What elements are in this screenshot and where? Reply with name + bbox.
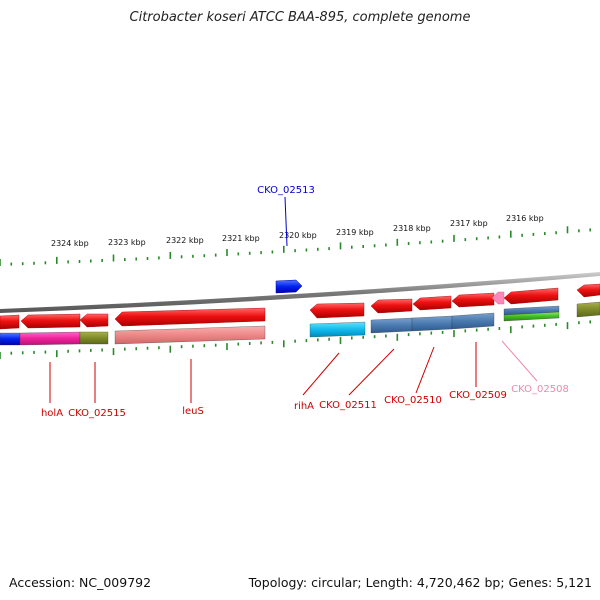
gene-label-CKO_02513[interactable]: CKO_02513	[257, 185, 315, 196]
inner-scale-ticks	[0, 320, 592, 359]
category-bar	[411, 315, 453, 332]
category-track	[0, 301, 600, 346]
cds-arrow[interactable]	[309, 302, 365, 319]
category-bar	[370, 317, 413, 334]
category-bar	[114, 325, 266, 345]
gene-label-holA[interactable]: holA	[41, 408, 63, 419]
scale-labels: 2324 kbp 2323 kbp 2322 kbp 2321 kbp 2320…	[51, 214, 544, 248]
cds-track	[0, 283, 600, 330]
gene-label-CKO_02511[interactable]: CKO_02511	[319, 400, 377, 411]
cds-arrow[interactable]	[451, 292, 495, 308]
outer-scale-ticks	[0, 226, 592, 266]
scale-label: 2317 kbp	[450, 219, 488, 228]
cds-arrow[interactable]	[20, 313, 81, 329]
cds-CKO_02513[interactable]	[275, 279, 303, 294]
gene-label-rihA[interactable]: rihA	[294, 401, 314, 412]
gene-label-leuS[interactable]: leuS	[182, 406, 204, 417]
diagram-title: Citrobacter koseri ATCC BAA-895, complet…	[129, 10, 471, 25]
scale-label: 2318 kbp	[393, 224, 431, 233]
cds-arrow[interactable]	[79, 313, 109, 328]
accession-text: Accession: NC_009792	[9, 575, 152, 590]
gene-label-CKO_02510[interactable]: CKO_02510	[384, 395, 442, 406]
cds-arrow[interactable]	[576, 283, 600, 298]
cds-arrow[interactable]	[0, 314, 20, 330]
label-leaders	[49, 196, 538, 403]
category-bar	[576, 301, 600, 318]
cds-arrow[interactable]	[114, 307, 266, 327]
scale-label: 2322 kbp	[166, 236, 204, 245]
cds-arrow[interactable]	[412, 295, 452, 311]
cds-arrow[interactable]	[503, 287, 559, 305]
scale-label: 2316 kbp	[506, 214, 544, 223]
topology-text: Topology: circular; Length: 4,720,462 bp…	[248, 575, 592, 590]
category-bar	[451, 312, 495, 330]
gene-labels: holA CKO_02515 leuS rihA CKO_02511 CKO_0…	[41, 185, 569, 419]
scale-label: 2319 kbp	[336, 228, 374, 237]
cds-CKO_02508[interactable]	[491, 291, 505, 305]
scale-label: 2323 kbp	[108, 238, 146, 247]
gene-label-CKO_02509[interactable]: CKO_02509	[449, 390, 507, 401]
scale-label: 2324 kbp	[51, 239, 89, 248]
category-bar	[79, 331, 109, 345]
category-bar	[0, 332, 21, 346]
gene-label-CKO_02515[interactable]: CKO_02515	[68, 408, 126, 419]
scale-label: 2320 kbp	[279, 231, 317, 240]
scale-label: 2321 kbp	[222, 234, 260, 243]
category-bar	[19, 331, 81, 346]
gene-label-CKO_02508[interactable]: CKO_02508	[511, 384, 569, 395]
category-bar	[309, 321, 366, 338]
category-bar	[503, 311, 560, 322]
genome-backbone	[0, 272, 600, 313]
cds-arrow[interactable]	[370, 298, 413, 314]
